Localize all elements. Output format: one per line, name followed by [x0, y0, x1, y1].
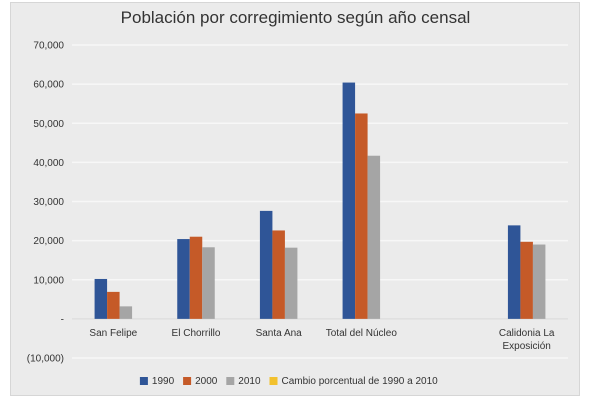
bar	[107, 291, 120, 319]
bar	[189, 236, 203, 319]
bar	[202, 247, 215, 319]
legend-swatch	[139, 377, 148, 385]
bar	[259, 210, 273, 319]
y-tick-label: 70,000	[33, 41, 64, 52]
bar	[94, 278, 108, 319]
y-tick-label: (10,000)	[27, 354, 64, 365]
bar	[119, 306, 133, 319]
chart-title: Población por corregimiento según año ce…	[120, 8, 471, 27]
x-category-label: Santa Ana	[256, 328, 303, 339]
y-tick-label: 60,000	[33, 80, 64, 91]
legend-swatch	[183, 377, 192, 385]
bar	[367, 155, 381, 319]
legend-label: 2000	[195, 376, 218, 387]
y-tick-label: 40,000	[33, 158, 64, 169]
bar	[520, 241, 533, 319]
chart-background	[10, 2, 580, 396]
legend-label: Cambio porcentual de 1990 a 2010	[282, 376, 439, 387]
legend-swatch	[269, 377, 278, 385]
bar	[355, 113, 368, 319]
y-tick-label: 50,000	[33, 119, 64, 130]
legend-swatch	[226, 377, 235, 385]
bar	[507, 225, 521, 319]
y-tick-label: 10,000	[33, 275, 64, 286]
bar	[342, 82, 356, 319]
x-category-label: Total del Núcleo	[326, 328, 398, 339]
x-category-label: Exposición	[502, 341, 550, 352]
y-tick-label: 30,000	[33, 197, 64, 208]
bar	[284, 247, 298, 319]
legend-label: 1990	[152, 376, 175, 387]
y-tick-label: 20,000	[33, 236, 64, 247]
x-category-label: El Chorrillo	[172, 328, 221, 339]
legend-label: 2010	[238, 376, 261, 387]
bar	[532, 244, 546, 319]
x-category-label: San Felipe	[89, 328, 137, 339]
y-tick-label: -	[61, 314, 64, 325]
bar	[272, 230, 285, 319]
x-category-label: Calidonia La	[499, 328, 555, 339]
bar	[177, 239, 190, 319]
